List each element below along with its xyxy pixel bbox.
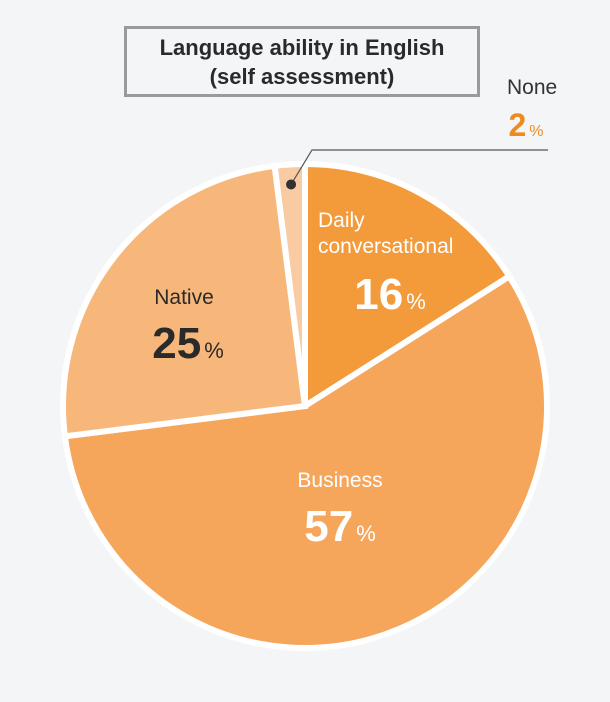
chart-title-line1: Language ability in English — [159, 34, 445, 60]
leader-dot-none — [286, 179, 297, 190]
slice-label-none: None — [507, 76, 557, 99]
slice-value-daily-conversational: 16% — [354, 270, 426, 319]
slice-label-daily-conversational: conversational — [318, 235, 453, 258]
leader-line-none — [290, 149, 548, 185]
slice-value-native: 25% — [152, 319, 224, 368]
slice-value-none: 2% — [508, 107, 543, 143]
pie-slice-none — [271, 160, 308, 407]
chart-title-box: Language ability in English (self assess… — [124, 26, 480, 97]
slice-label-native: Native — [154, 286, 214, 309]
pie-slice-daily-conversational — [302, 160, 514, 412]
chart-title-line2: (self assessment) — [209, 63, 395, 89]
pie-slice-native — [60, 162, 309, 440]
slice-label-business: Business — [297, 469, 382, 492]
slice-value-business: 57% — [304, 502, 376, 551]
slice-label-daily-conversational: Daily — [318, 209, 365, 232]
pie-slice-business — [61, 272, 550, 651]
